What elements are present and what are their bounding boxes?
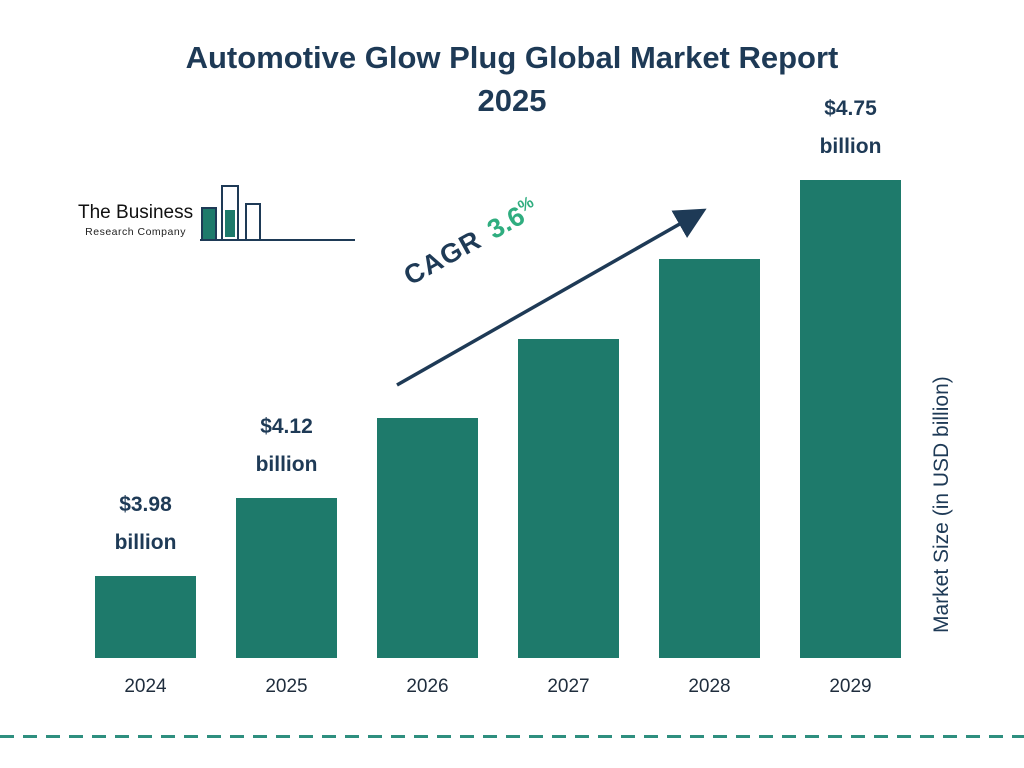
- logo-line-2: Research Company: [85, 226, 186, 238]
- x-axis-tick-label: 2029: [829, 676, 872, 697]
- cagr-arrow: [396, 208, 707, 387]
- bar-value-label: $4.12 billion: [255, 415, 318, 476]
- x-axis-tick-label: 2027: [547, 676, 590, 697]
- bar-column: $4.75 billion 2029: [800, 90, 901, 700]
- x-axis-tick-label: 2028: [688, 676, 731, 697]
- x-axis-tick-label: 2026: [406, 676, 449, 697]
- bar: [95, 576, 196, 658]
- bottom-dashed-divider: [0, 735, 1024, 738]
- y-axis-label: Market Size (in USD billion): [930, 376, 953, 634]
- bar-value-label: $3.98 billion: [114, 493, 177, 554]
- bar-column: $4.12 billion 2025: [236, 408, 337, 700]
- bar: [800, 180, 901, 658]
- x-axis-tick-label: 2025: [265, 676, 308, 697]
- bar-column: 2026: [377, 418, 478, 700]
- bar: [659, 259, 760, 658]
- title-line-2: 2025: [477, 83, 547, 119]
- logo-line-1: The Business: [78, 202, 194, 223]
- bar-column: 2027: [518, 339, 619, 700]
- bar: [236, 498, 337, 658]
- title-line-1: Automotive Glow Plug Global Market Repor…: [185, 40, 839, 75]
- bar-value-label: $4.75 billion: [819, 97, 882, 158]
- bar: [518, 339, 619, 658]
- bar-column: $3.98 billion 2024: [95, 486, 196, 700]
- page-title: Automotive Glow Plug Global Market Repor…: [112, 36, 912, 123]
- bar-chart-logo-icon: [200, 180, 360, 255]
- bar-column: 2028: [659, 259, 760, 700]
- bars-area: $3.98 billion 2024 $4.12 billion 2025 2026 2027…: [95, 80, 901, 700]
- bar: [377, 418, 478, 658]
- company-logo: The Business Research Company: [78, 180, 355, 250]
- company-logo-text: The Business Research Company: [78, 202, 193, 238]
- x-axis-tick-label: 2024: [124, 676, 167, 697]
